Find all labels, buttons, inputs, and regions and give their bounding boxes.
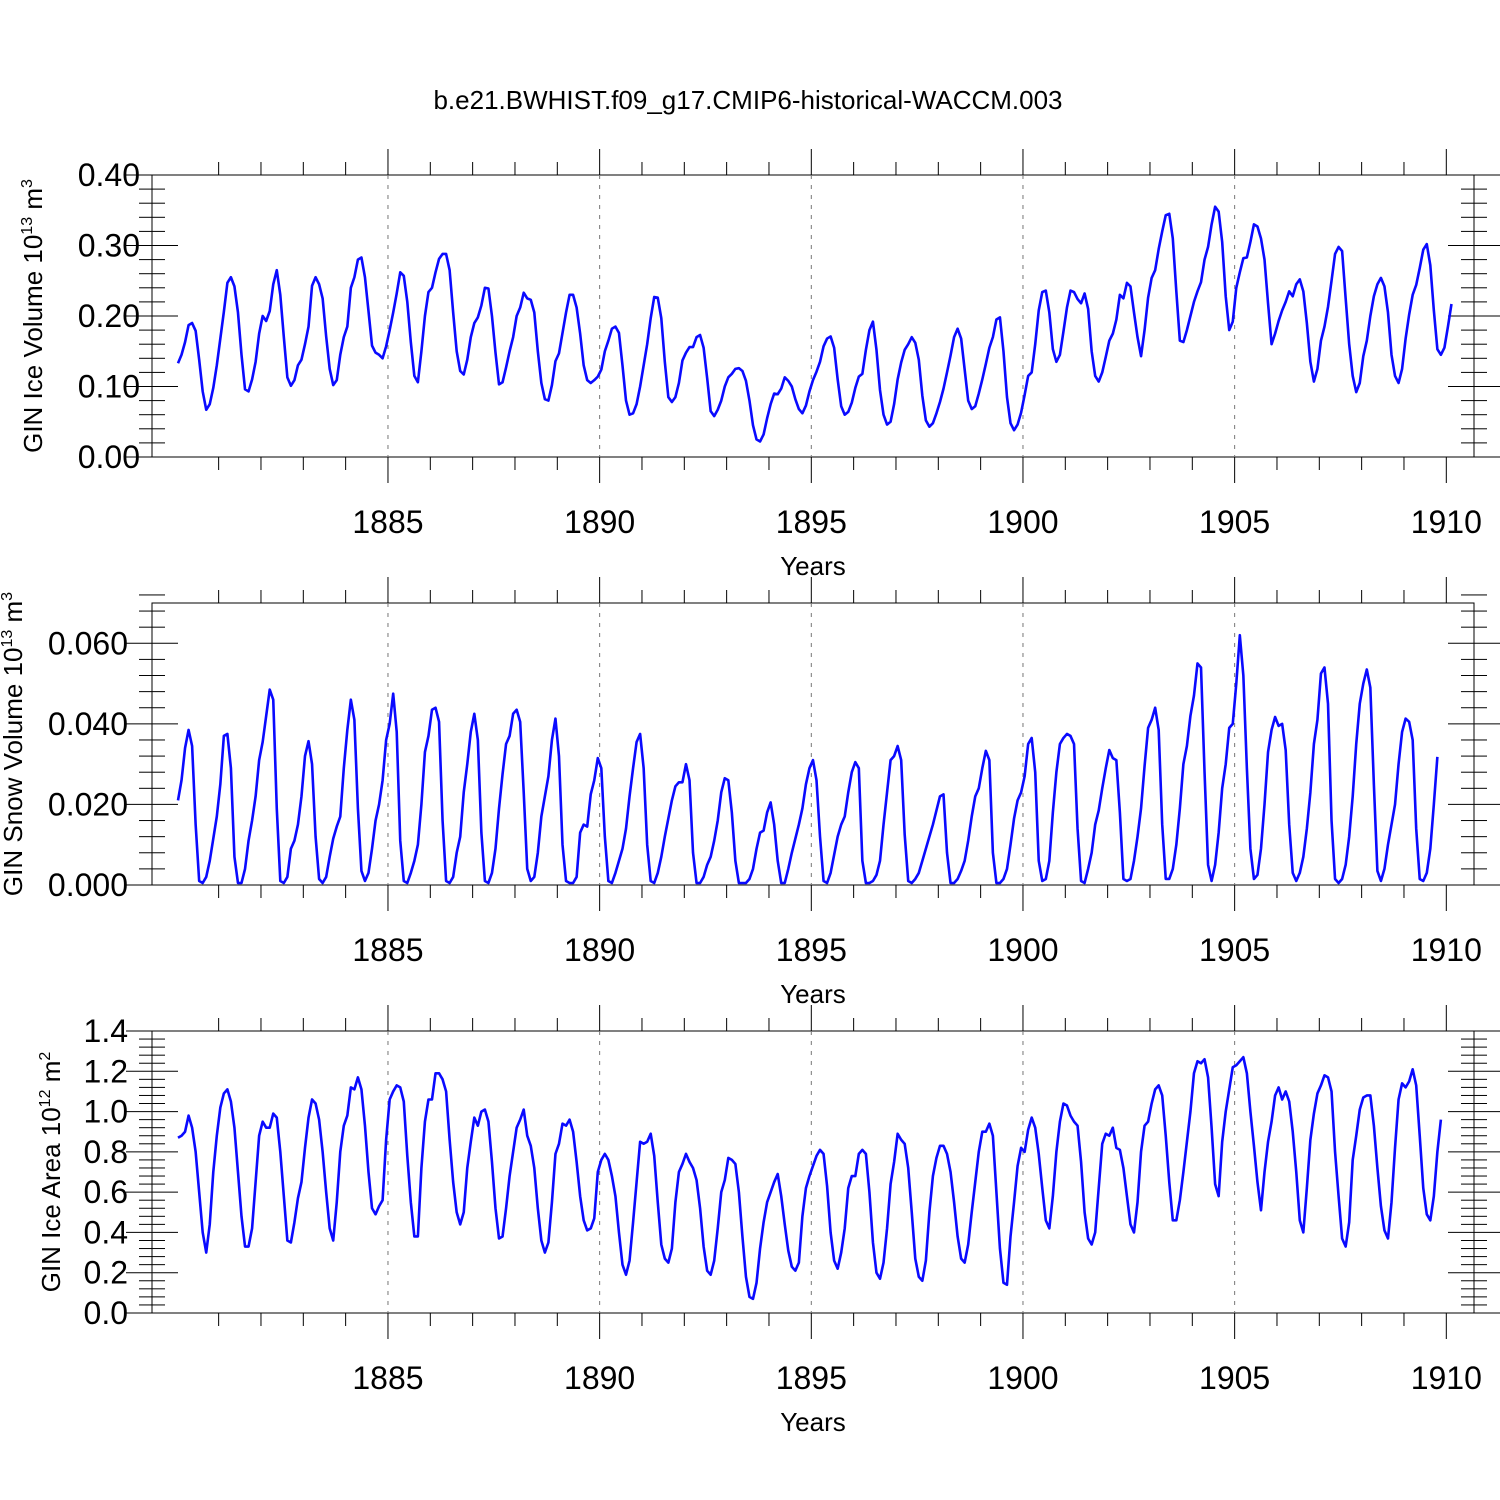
figure-title: b.e21.BWHIST.f09_g17.CMIP6-historical-WA… [433,85,1062,115]
series-line-1 [177,1055,1443,1301]
y-label-unit: m [0,601,28,630]
y-label-unit-exponent: 3 [0,592,16,601]
plot-frame [151,1030,1475,1314]
x-tick-label: 1900 [987,932,1058,968]
series-line-1 [176,633,1439,885]
plot-frame [151,174,1475,458]
y-tick-label: 1.2 [84,1053,128,1089]
y-tick-label: 0.8 [84,1134,128,1170]
y-tick-label: 0.020 [48,786,128,822]
chart-panel-3: 0.0 0.2 0.4 0.6 0.8 1.0 1.2 1.4 1885 1890 1895 1900… [36,1005,1500,1437]
y-label-text: GIN Ice Area 10 [36,1107,66,1292]
x-tick-label: 1910 [1411,932,1482,968]
y-label-text: GIN Ice Volume 10 [18,235,48,453]
x-tick-label: 1910 [1411,1360,1482,1396]
plot-frame [151,602,1475,886]
x-axis-label: Years [780,979,846,1009]
y-tick-label: 0.40 [78,157,140,193]
y-label-unit: m [36,1061,66,1090]
y-label-text: GIN Snow Volume 10 [0,648,28,897]
y-tick-label: 0.0 [84,1295,128,1331]
x-tick-label: 1905 [1199,504,1270,540]
y-tick-label: 0.00 [78,439,140,475]
y-tick-label: 0.060 [48,625,128,661]
y-tick-label: 0.040 [48,706,128,742]
x-tick-label: 1895 [776,932,847,968]
y-axis-label: GIN Snow Volume 1013 m3 [0,592,28,896]
y-tick-label: 0.30 [78,228,140,264]
y-tick-label: 0.4 [84,1214,128,1250]
y-label-exponent: 13 [0,630,16,648]
chart-panel-1: 0.00 0.10 0.20 0.30 0.40 1885 1890 1895 1900 1905… [18,149,1500,581]
x-tick-label: 1905 [1199,1360,1270,1396]
x-tick-label: 1905 [1199,932,1270,968]
y-tick-label: 0.000 [48,867,128,903]
y-tick-label: 0.2 [84,1255,128,1291]
x-tick-label: 1895 [776,1360,847,1396]
series-line-1 [176,205,1453,443]
y-tick-label: 0.20 [78,298,140,334]
y-label-unit-exponent: 2 [37,1052,54,1061]
y-tick-label: 0.10 [78,369,140,405]
x-tick-label: 1885 [352,504,423,540]
y-axis-label: GIN Ice Area 1012 m2 [36,1052,66,1293]
x-tick-label: 1890 [564,504,635,540]
x-tick-label: 1910 [1411,504,1482,540]
x-axis-label: Years [780,551,846,581]
y-tick-label: 1.4 [84,1013,128,1049]
y-label-exponent: 13 [19,217,36,235]
x-tick-label: 1890 [564,1360,635,1396]
y-label-exponent: 12 [37,1089,54,1107]
x-tick-label: 1900 [987,1360,1058,1396]
x-tick-label: 1885 [352,1360,423,1396]
x-tick-label: 1895 [776,504,847,540]
x-tick-label: 1890 [564,932,635,968]
y-tick-label: 0.6 [84,1174,128,1210]
y-label-unit: m [18,188,48,217]
x-axis-label: Years [780,1407,846,1437]
chart-panel-2: 0.000 0.020 0.040 0.060 1885 1890 1895 1900 1905… [0,577,1500,1009]
x-tick-label: 1900 [987,504,1058,540]
y-tick-label: 1.0 [84,1094,128,1130]
x-tick-label: 1885 [352,932,423,968]
y-label-unit-exponent: 3 [19,179,36,188]
y-axis-label: GIN Ice Volume 1013 m3 [18,179,48,453]
